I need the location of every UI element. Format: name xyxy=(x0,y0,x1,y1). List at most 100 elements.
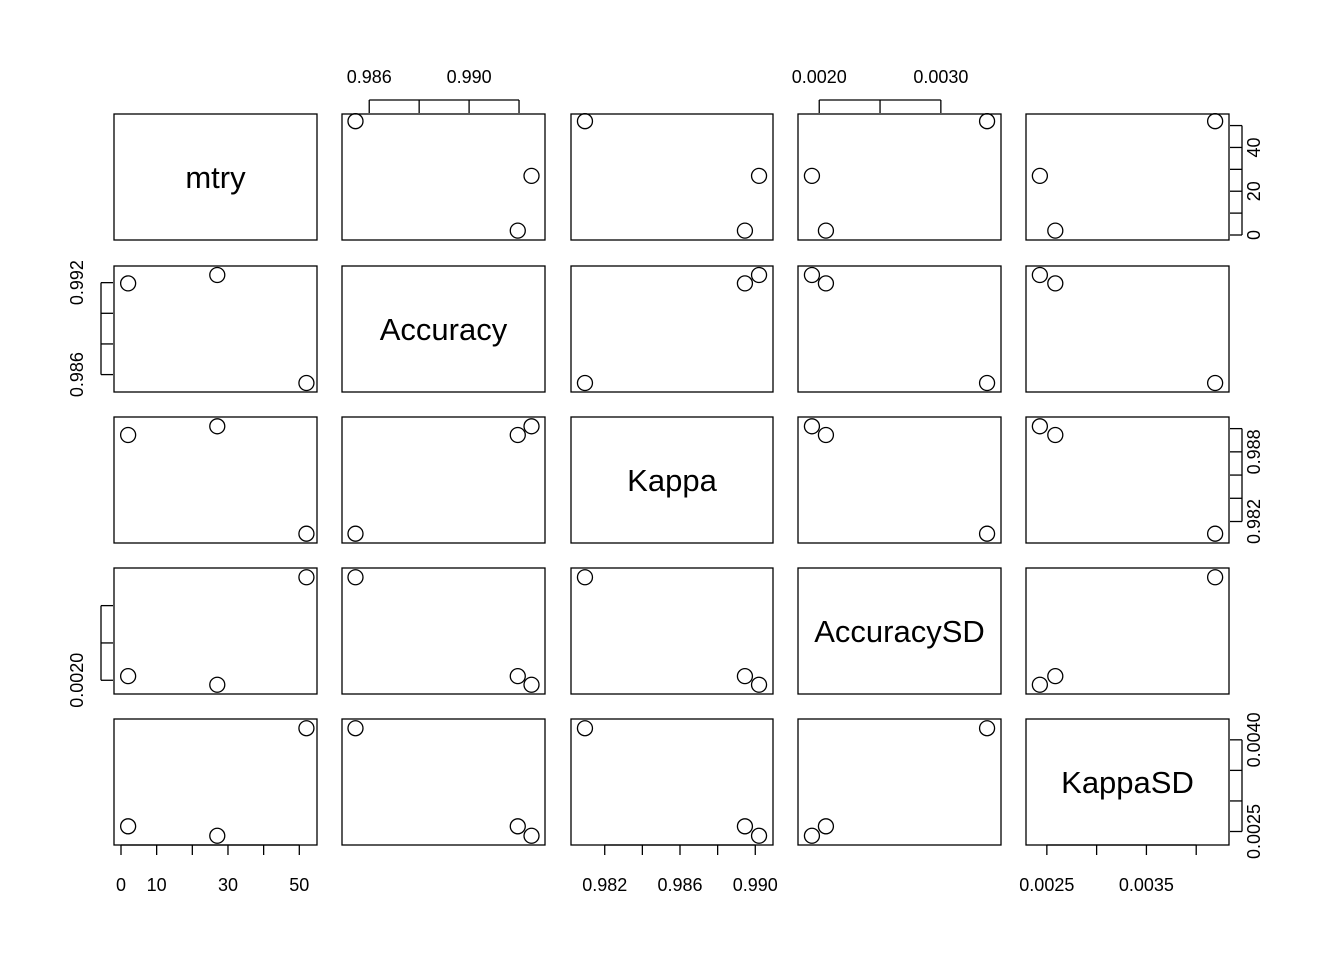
panel-Kappa-vs-mtry xyxy=(113,416,318,544)
tick-label: 0.986 xyxy=(67,352,87,397)
diagonal-label-Accuracy: Accuracy xyxy=(380,312,508,347)
data-point-2 xyxy=(1031,167,1049,185)
axes: 0 10 30 50 0.982 0.986 0.990 0.0025 0.0035 0.986 0… xyxy=(67,67,1264,895)
data-point-2 xyxy=(523,827,540,844)
tick-label: 10 xyxy=(147,875,167,895)
data-point-1 xyxy=(509,668,526,685)
panel-mtry-vs-Accuracy xyxy=(341,113,546,241)
tick-label: 0 xyxy=(116,875,126,895)
data-point-1 xyxy=(119,426,137,444)
data-point-1 xyxy=(509,426,526,444)
panel-frame xyxy=(341,718,546,846)
data-point-3 xyxy=(978,113,996,130)
data-point-3 xyxy=(347,569,364,586)
data-point-1 xyxy=(736,275,754,292)
panel-frame xyxy=(797,416,1002,544)
tick-label: 30 xyxy=(218,875,238,895)
data-point-1 xyxy=(509,818,526,835)
diagonal-label-mtry: mtry xyxy=(185,160,246,195)
data-point-3 xyxy=(978,374,996,392)
data-point-1 xyxy=(1047,426,1064,444)
panel-frame xyxy=(1025,416,1230,544)
panel-KappaSD-vs-AccuracySD xyxy=(797,718,1002,846)
data-point-2 xyxy=(209,266,226,284)
data-point-2 xyxy=(803,827,821,844)
tick-label: 0.0020 xyxy=(792,67,847,87)
panel-frame xyxy=(797,113,1002,241)
tick-label: 0.0020 xyxy=(67,653,87,708)
tick-label: 40 xyxy=(1244,137,1264,157)
panel-Accuracy-vs-mtry xyxy=(113,265,318,393)
tick-label: 0.990 xyxy=(733,875,778,895)
data-point-3 xyxy=(298,525,315,542)
panel-Kappa-vs-KappaSD xyxy=(1025,416,1230,544)
diagonal-label-KappaSD: KappaSD xyxy=(1061,765,1194,800)
panel-mtry-vs-KappaSD xyxy=(1025,113,1230,241)
panel-frame xyxy=(570,718,774,846)
data-point-3 xyxy=(1206,525,1224,542)
panel-Accuracy-vs-Accuracy: Accuracy xyxy=(341,265,546,393)
data-point-2 xyxy=(523,418,540,435)
data-point-3 xyxy=(576,720,594,737)
data-point-2 xyxy=(750,266,768,284)
data-point-2 xyxy=(750,676,768,693)
panel-AccuracySD-vs-AccuracySD: AccuracySD xyxy=(797,567,1002,695)
data-point-2 xyxy=(209,827,226,844)
panel-frame xyxy=(341,567,546,695)
data-point-1 xyxy=(1047,222,1064,239)
panel-frame xyxy=(113,265,318,393)
data-point-2 xyxy=(750,827,768,844)
data-point-2 xyxy=(803,266,821,284)
tick-label: 0.990 xyxy=(447,67,492,87)
panel-AccuracySD-vs-Kappa xyxy=(570,567,774,695)
data-point-1 xyxy=(1047,668,1064,685)
panel-frame xyxy=(570,265,774,393)
data-point-3 xyxy=(576,113,594,130)
data-point-1 xyxy=(736,818,754,835)
data-point-2 xyxy=(1031,266,1049,284)
panel-frame xyxy=(113,416,318,544)
data-point-3 xyxy=(1206,374,1224,392)
panel-mtry-vs-AccuracySD xyxy=(797,113,1002,241)
data-point-3 xyxy=(298,720,315,737)
tick-label: 50 xyxy=(289,875,309,895)
tick-label: 0.982 xyxy=(1244,499,1264,544)
panel-frame xyxy=(341,416,546,544)
panel-frame xyxy=(797,265,1002,393)
tick-label: 20 xyxy=(1244,181,1264,201)
data-point-1 xyxy=(736,668,754,685)
data-point-3 xyxy=(1206,569,1224,586)
data-point-3 xyxy=(298,569,315,586)
data-point-1 xyxy=(817,426,835,444)
panels: mtry Accuracy Kappa AccuracySD KappaSD xyxy=(113,113,1230,846)
data-point-1 xyxy=(817,275,835,292)
panel-frame xyxy=(570,416,774,544)
tick-label: 0.0025 xyxy=(1019,875,1074,895)
panel-KappaSD-vs-Accuracy xyxy=(341,718,546,846)
panel-frame xyxy=(797,567,1002,695)
data-point-2 xyxy=(523,167,540,185)
panel-Kappa-vs-Accuracy xyxy=(341,416,546,544)
panel-AccuracySD-vs-KappaSD xyxy=(1025,567,1230,695)
data-point-2 xyxy=(750,167,768,185)
panel-frame xyxy=(113,718,318,846)
data-point-1 xyxy=(119,668,137,685)
panel-frame xyxy=(1025,265,1230,393)
panel-frame xyxy=(1025,567,1230,695)
data-point-1 xyxy=(817,222,835,239)
data-point-2 xyxy=(803,418,821,435)
panel-frame xyxy=(1025,113,1230,241)
panel-Accuracy-vs-Kappa xyxy=(570,265,774,393)
panel-frame xyxy=(341,113,546,241)
data-point-3 xyxy=(347,525,364,542)
data-point-1 xyxy=(1047,275,1064,292)
panel-frame xyxy=(570,567,774,695)
data-point-2 xyxy=(209,676,226,693)
tick-label: 0.0030 xyxy=(913,67,968,87)
panel-Accuracy-vs-KappaSD xyxy=(1025,265,1230,393)
panel-Accuracy-vs-AccuracySD xyxy=(797,265,1002,393)
tick-label: 0.0040 xyxy=(1244,712,1264,767)
data-point-2 xyxy=(523,676,540,693)
data-point-3 xyxy=(347,113,364,130)
